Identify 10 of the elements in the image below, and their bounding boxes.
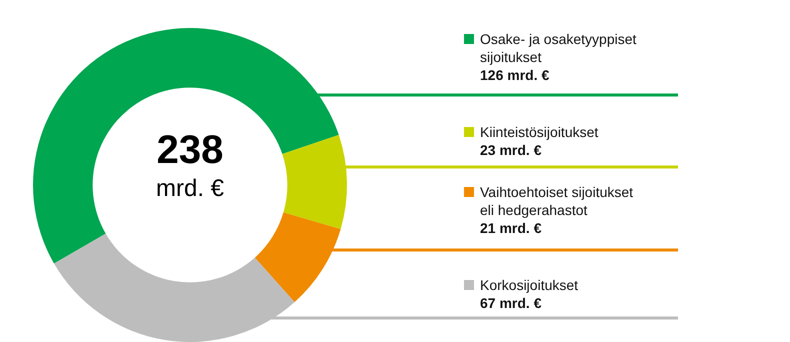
text: mrd. € — [154, 175, 225, 203]
legend-label: Kiinteistösijoitukset — [480, 123, 600, 141]
legend-label: Korkosijoitukset — [480, 276, 580, 294]
legend-label: Vaihtoehtoiset sijoitukset eli hedgerahastot — [480, 183, 634, 219]
text: 238 — [156, 128, 224, 173]
data-label: 23 mrd. € — [480, 141, 542, 159]
data-label: 67 mrd. € — [480, 294, 542, 312]
data-label: 126 mrd. € — [480, 66, 550, 84]
legend-label: Osake- ja osaketyyppiset sijoitukset — [480, 30, 638, 66]
data-label: 21 mrd. € — [480, 219, 542, 237]
